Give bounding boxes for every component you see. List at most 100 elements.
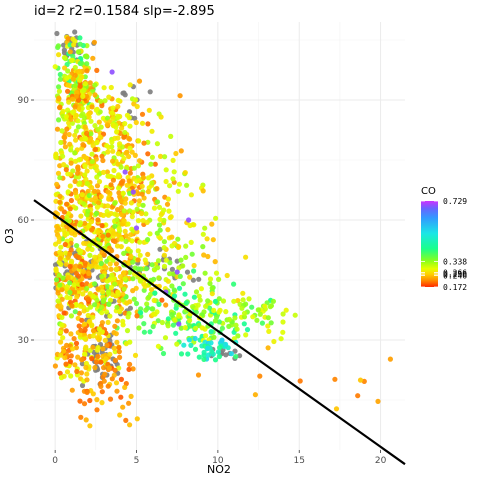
- y-tick-label: 30: [18, 336, 30, 346]
- data-point: [171, 293, 178, 299]
- data-point: [151, 205, 158, 211]
- data-point: [110, 105, 116, 111]
- data-point: [119, 236, 125, 242]
- data-point: [92, 254, 98, 260]
- data-point: [101, 378, 107, 384]
- data-point: [136, 177, 142, 183]
- data-point: [127, 269, 133, 276]
- data-point: [133, 300, 140, 307]
- data-point: [355, 393, 361, 399]
- data-point: [81, 240, 87, 246]
- data-point: [73, 93, 79, 99]
- data-point: [267, 304, 273, 310]
- data-point: [74, 368, 80, 375]
- data-point: [149, 128, 155, 134]
- data-point: [98, 260, 104, 267]
- data-point: [212, 318, 218, 324]
- data-point: [80, 142, 86, 148]
- data-point: [209, 349, 215, 355]
- data-point: [86, 192, 92, 199]
- data-point: [137, 278, 144, 284]
- data-point: [100, 157, 106, 164]
- data-point: [89, 356, 95, 362]
- data-point: [170, 322, 176, 328]
- data-point: [56, 88, 63, 94]
- data-point: [63, 361, 69, 367]
- data-point: [117, 309, 123, 315]
- data-point: [145, 295, 151, 301]
- data-point: [127, 422, 133, 428]
- data-point: [135, 218, 142, 224]
- data-point: [126, 178, 132, 184]
- data-point: [200, 231, 206, 237]
- data-point: [96, 326, 102, 332]
- data-point: [113, 266, 119, 272]
- data-point: [72, 309, 78, 315]
- data-point: [67, 141, 73, 147]
- data-point: [104, 342, 110, 348]
- data-point: [160, 350, 167, 357]
- data-point: [94, 204, 100, 210]
- data-point: [72, 150, 78, 156]
- data-point: [66, 99, 72, 105]
- data-point: [154, 199, 161, 205]
- data-point: [165, 278, 171, 284]
- data-point: [135, 257, 141, 263]
- data-point: [207, 276, 214, 282]
- data-point: [135, 163, 141, 169]
- data-point: [204, 236, 210, 242]
- data-point: [141, 329, 147, 335]
- data-point: [107, 261, 113, 267]
- data-point: [178, 148, 184, 154]
- data-point: [55, 298, 61, 304]
- data-point: [127, 361, 133, 367]
- data-point: [185, 351, 191, 357]
- data-point: [243, 332, 249, 338]
- data-point: [82, 124, 88, 130]
- data-point: [80, 304, 87, 310]
- data-point: [118, 180, 124, 186]
- data-point: [61, 47, 67, 53]
- data-point: [146, 185, 152, 191]
- data-point: [143, 307, 149, 313]
- data-point: [107, 351, 113, 357]
- data-point: [157, 216, 163, 222]
- data-point: [75, 273, 82, 279]
- data-point: [115, 103, 121, 110]
- data-point: [156, 301, 162, 307]
- data-point: [156, 204, 163, 210]
- data-point: [120, 90, 126, 96]
- data-point: [159, 297, 165, 303]
- data-point: [112, 367, 118, 373]
- data-point: [62, 134, 68, 141]
- data-point: [140, 202, 146, 208]
- data-point: [163, 302, 169, 308]
- data-point: [58, 251, 65, 257]
- data-point: [129, 149, 135, 155]
- data-point: [215, 349, 221, 355]
- data-point: [104, 278, 110, 284]
- data-point: [55, 170, 62, 176]
- data-point: [145, 237, 151, 243]
- data-point: [114, 388, 120, 394]
- data-point: [188, 192, 194, 198]
- data-point: [99, 153, 105, 159]
- data-point: [95, 229, 101, 235]
- data-point: [216, 353, 222, 360]
- data-point: [280, 329, 286, 335]
- data-point: [205, 352, 212, 358]
- data-point: [82, 220, 88, 226]
- data-point: [62, 230, 68, 236]
- data-point: [252, 392, 258, 398]
- data-point: [191, 222, 197, 228]
- data-point: [175, 188, 181, 194]
- data-point: [105, 232, 111, 238]
- data-point: [86, 111, 92, 117]
- data-point: [89, 104, 95, 110]
- data-point: [69, 57, 75, 63]
- data-point: [169, 266, 175, 272]
- legend-label: 0.172: [443, 283, 467, 292]
- data-point: [94, 297, 100, 303]
- data-point: [106, 301, 112, 307]
